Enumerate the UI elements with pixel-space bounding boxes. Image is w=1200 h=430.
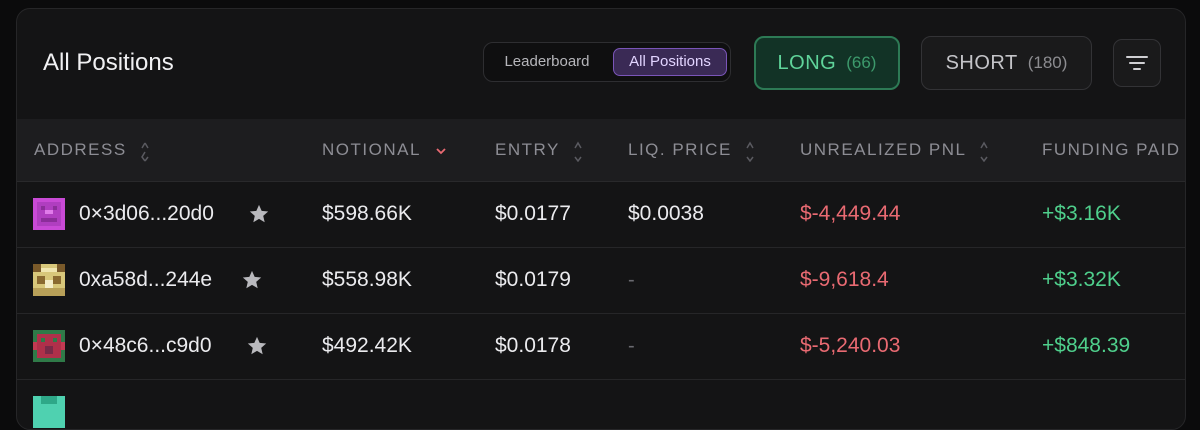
- toggle-leaderboard[interactable]: Leaderboard: [504, 53, 590, 70]
- notional-cell: $558.98K: [322, 268, 412, 291]
- address-cell[interactable]: 0×48c6...c9d0: [79, 334, 212, 357]
- avatar: [33, 330, 65, 362]
- column-notional[interactable]: NOTIONAL: [322, 119, 447, 181]
- notional-cell: $492.42K: [322, 334, 412, 357]
- chevron-down-icon: [435, 147, 446, 154]
- column-unrealized-pnl[interactable]: UNREALIZED PNL: [800, 119, 988, 181]
- liq-price-cell: -: [628, 269, 635, 291]
- star-icon[interactable]: [246, 335, 268, 357]
- sort-updown-icon: [980, 141, 988, 162]
- column-address[interactable]: ADDRESS: [34, 119, 149, 181]
- column-liq-price[interactable]: LIQ. PRICE: [628, 119, 754, 181]
- sort-updown-icon: [574, 141, 582, 162]
- sort-updown-icon: [746, 141, 754, 162]
- column-liq-price-label: LIQ. PRICE: [628, 140, 732, 159]
- column-address-label: ADDRESS: [34, 140, 127, 159]
- funding-cell: +$3.16K: [1042, 202, 1121, 225]
- panel-header: All Positions Leaderboard All Positions …: [17, 9, 1185, 119]
- page-title: All Positions: [43, 49, 174, 76]
- funding-cell: +$3.32K: [1042, 268, 1121, 291]
- liq-price-cell: -: [628, 335, 635, 357]
- entry-cell: $0.0177: [495, 202, 571, 225]
- column-entry-label: ENTRY: [495, 140, 560, 159]
- star-icon[interactable]: [248, 203, 270, 225]
- long-button[interactable]: LONG (66): [754, 36, 900, 90]
- column-unrealized-pnl-label: UNREALIZED PNL: [800, 140, 966, 159]
- liq-price-cell: $0.0038: [628, 202, 704, 225]
- address-cell[interactable]: 0xa58d...244e: [79, 268, 213, 291]
- entry-cell: $0.0179: [495, 268, 571, 291]
- column-entry[interactable]: ENTRY: [495, 119, 582, 181]
- column-notional-label: NOTIONAL: [322, 140, 421, 159]
- pnl-cell: $-4,449.44: [800, 202, 901, 225]
- sort-updown-icon: [141, 142, 149, 161]
- address-cell[interactable]: 0×3d06...20d0: [79, 202, 214, 225]
- table-row[interactable]: 0×3d06...20d0 $598.66K $0.0177 $0.0038 $…: [17, 181, 1185, 248]
- long-label: LONG: [777, 51, 837, 74]
- table-header: ADDRESS NOTIONAL ENTRY LIQ. PRICE UNREAL…: [17, 119, 1185, 182]
- column-funding-paid[interactable]: FUNDING PAID: [1042, 119, 1181, 181]
- view-toggle: Leaderboard All Positions: [483, 42, 731, 82]
- short-count: (180): [1027, 53, 1068, 72]
- short-button[interactable]: SHORT (180): [921, 36, 1092, 90]
- avatar: [33, 396, 65, 428]
- table-row[interactable]: 0xa58d...244e $558.98K $0.0179 - $-9,618…: [17, 247, 1185, 314]
- table-row[interactable]: [17, 379, 1185, 429]
- positions-panel: All Positions Leaderboard All Positions …: [16, 8, 1186, 430]
- avatar: [33, 264, 65, 296]
- long-count: (66): [846, 53, 877, 72]
- pnl-cell: $-9,618.4: [800, 268, 889, 291]
- funding-cell: +$848.39: [1042, 334, 1131, 357]
- short-label: SHORT: [945, 51, 1018, 74]
- table-row[interactable]: 0×48c6...c9d0 $492.42K $0.0178 - $-5,240…: [17, 313, 1185, 380]
- column-funding-paid-label: FUNDING PAID: [1042, 140, 1181, 159]
- entry-cell: $0.0178: [495, 334, 571, 357]
- toggle-all-positions[interactable]: All Positions: [613, 48, 727, 76]
- star-icon[interactable]: [241, 269, 263, 291]
- pnl-cell: $-5,240.03: [800, 334, 901, 357]
- avatar: [33, 198, 65, 230]
- filter-button[interactable]: [1113, 39, 1161, 87]
- notional-cell: $598.66K: [322, 202, 412, 225]
